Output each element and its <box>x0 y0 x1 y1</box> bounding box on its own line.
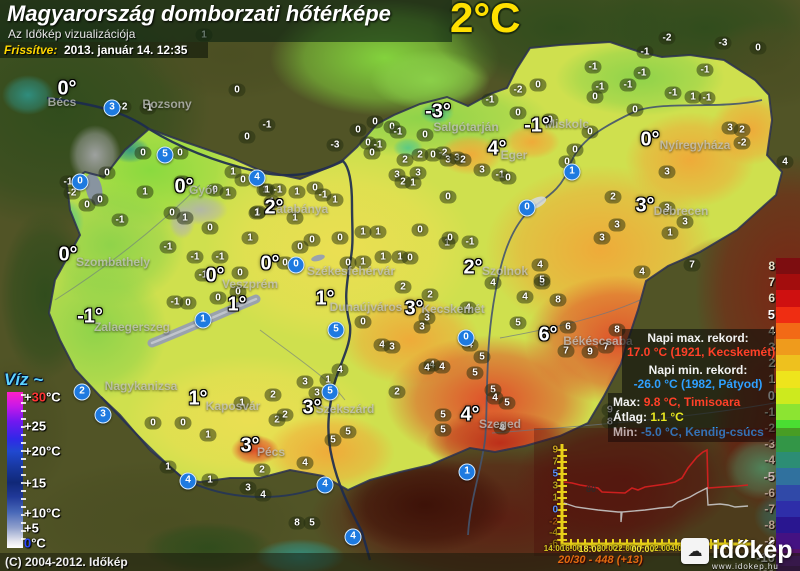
scale-color-swatch <box>776 258 800 275</box>
updated-timestamp: 2013. január 14. 12:35 <box>64 43 188 57</box>
scale-color-swatch <box>776 484 800 501</box>
scale-label: -3 <box>764 437 775 452</box>
max-record-label: Napi max. rekord: <box>647 331 749 345</box>
min-record-value: -26.0 °C (1982, Pátyod) <box>633 377 763 391</box>
scale-label: -9 <box>764 534 775 549</box>
water-temp-marker[interactable]: 0 <box>287 256 305 274</box>
chart-backdrop <box>534 428 800 556</box>
scale-label: -4 <box>764 453 775 468</box>
scale-color-swatch <box>776 306 800 323</box>
water-temp-marker[interactable]: 3 <box>103 99 121 117</box>
scale-label: -7 <box>764 501 775 516</box>
scale-color-swatch <box>776 533 800 550</box>
lake-velence <box>311 254 325 262</box>
water-temp-marker[interactable]: 3 <box>94 406 112 424</box>
chart-series-white <box>563 486 749 523</box>
stat-min-label: Min: <box>613 425 638 439</box>
stat-min-value: -5.0 °C, Kendig-csúcs <box>641 425 764 439</box>
water-temp-marker[interactable]: 1 <box>194 311 212 329</box>
scale-color-swatch <box>776 436 800 453</box>
title-bar: Magyarország domborzati hőtérképe Az Idő… <box>0 0 452 42</box>
footer-bar <box>0 553 800 571</box>
water-temp-marker[interactable]: 0 <box>518 199 536 217</box>
scale-label: 5 <box>767 307 775 323</box>
scale-color-swatch <box>776 387 800 404</box>
daily-max-record-box: Napi max. rekord: 17.0 °C (1921, Kecskem… <box>622 329 776 361</box>
scale-color-swatch <box>776 452 800 469</box>
water-temp-marker[interactable]: 2 <box>73 383 91 401</box>
water-legend-ticks <box>21 394 26 544</box>
scale-label: -6 <box>764 485 775 500</box>
stat-avg-label: Átlag: <box>613 410 647 424</box>
chart-annotation: 80 <box>586 484 597 494</box>
current-stats-box: Max: 9.8 °C, Timisoara Átlag: 1.1 °C Min… <box>608 393 776 442</box>
scale-color-swatch <box>776 500 800 517</box>
scale-label: 6 <box>768 291 775 306</box>
scale-label: -8 <box>764 518 775 533</box>
water-temp-marker[interactable]: 5 <box>321 383 339 401</box>
updated-label: Frissítve: <box>4 43 58 57</box>
water-temp-marker[interactable]: 0 <box>457 329 475 347</box>
scale-row: 5 <box>756 306 800 323</box>
water-temp-marker[interactable]: 5 <box>327 321 345 339</box>
page-subtitle: Az Időkép vizualizációja <box>8 27 136 41</box>
scale-label: 7 <box>768 275 775 290</box>
idokep-logo-url: www.idokep.hu <box>712 562 779 571</box>
stat-max-label: Max: <box>613 395 641 409</box>
scale-color-swatch <box>776 468 800 485</box>
current-temperature-big: 2°C <box>450 0 521 41</box>
idokep-logo-icon: ☁ <box>681 538 709 564</box>
water-temp-marker[interactable]: 1 <box>458 463 476 481</box>
danube-river <box>46 96 372 561</box>
water-temp-marker[interactable]: 0 <box>71 173 89 191</box>
scale-row: -3 <box>756 436 800 453</box>
webcam-status-text: 20/30 - 448 (+13) <box>558 554 643 566</box>
scale-color-swatch <box>776 517 800 534</box>
scale-row: -9 <box>756 533 800 550</box>
scale-row: -7 <box>756 500 800 517</box>
scale-label: -5 <box>763 469 775 485</box>
idokep-logo-text: időkép <box>712 536 793 564</box>
daily-min-record-box: Napi min. rekord: -26.0 °C (1982, Pátyod… <box>622 361 774 393</box>
water-temp-marker[interactable]: 4 <box>248 169 266 187</box>
scale-row: -6 <box>756 484 800 501</box>
scale-row: -8 <box>756 517 800 534</box>
scale-color-swatch <box>776 338 800 356</box>
min-record-label: Napi min. rekord: <box>648 363 748 377</box>
stat-max-value: 9.8 °C, Timisoara <box>643 395 741 409</box>
page-title: Magyarország domborzati hőtérképe <box>7 1 391 26</box>
scale-color-swatch <box>776 322 800 339</box>
scale-color-swatch <box>776 419 800 437</box>
chart-series-red <box>563 448 749 494</box>
update-bar: Frissítve: 2013. január 14. 12:35 <box>0 42 208 58</box>
scale-color-swatch <box>776 290 800 307</box>
water-temp-marker[interactable]: 4 <box>344 528 362 546</box>
scale-label: 8 <box>768 259 775 274</box>
water-legend-title: Víz ~ <box>4 370 44 389</box>
scale-row: -5 <box>756 468 800 485</box>
idokep-logo[interactable]: ☁ időkép www.idokep.hu <box>681 538 793 571</box>
scale-color-swatch <box>776 403 800 420</box>
scale-row: 8 <box>756 258 800 275</box>
max-record-value: 17.0 °C (1921, Kecskemét) <box>627 345 776 359</box>
scale-row: -4 <box>756 452 800 469</box>
scale-row: 6 <box>756 290 800 307</box>
water-legend-gradient <box>7 392 23 548</box>
scale-row: 7 <box>756 274 800 291</box>
hungary-border <box>47 40 784 492</box>
scale-color-swatch <box>776 371 800 388</box>
water-temp-marker[interactable]: 4 <box>179 472 197 490</box>
water-temp-marker[interactable]: 1 <box>563 163 581 181</box>
water-temp-marker[interactable]: 5 <box>156 146 174 164</box>
scale-color-swatch <box>776 274 800 291</box>
stat-avg-value: 1.1 °C <box>650 410 684 424</box>
water-temp-marker[interactable]: 4 <box>316 476 334 494</box>
copyright-text: (C) 2004-2012. Időkép <box>5 555 128 569</box>
scale-color-swatch <box>776 355 800 372</box>
